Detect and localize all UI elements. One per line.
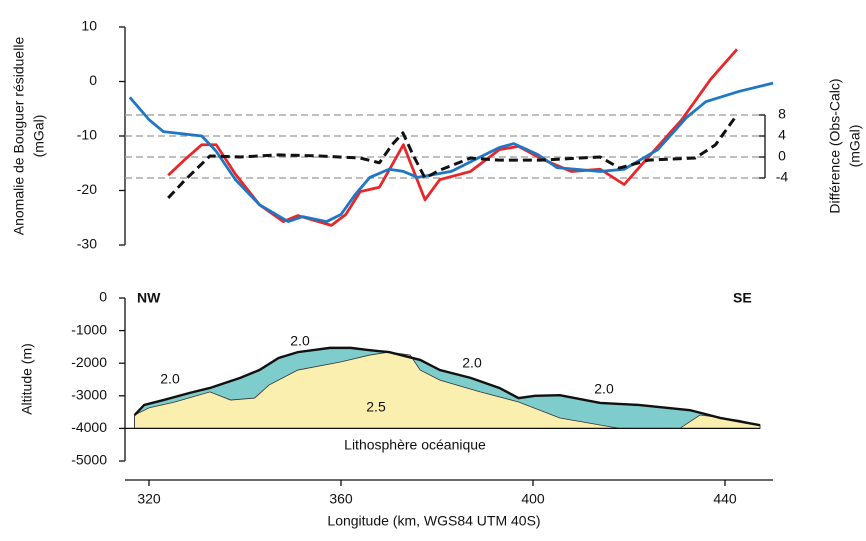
- x-tick-label: 320: [137, 491, 161, 507]
- y-tick-label: -4000: [71, 419, 107, 435]
- y2-axis-title: Différence (Obs-Calc): [827, 78, 843, 213]
- y-tick-label: 10: [81, 18, 97, 34]
- y-axis-title: Altitude (m): [19, 343, 35, 415]
- se-label: SE: [733, 290, 752, 306]
- y2-axis-title: (mGal): [847, 125, 863, 168]
- y-tick-label: -1000: [71, 321, 107, 337]
- x-tick-label: 440: [713, 491, 737, 507]
- y-axis-title: (mGal): [31, 115, 47, 158]
- x-tick-label: 360: [329, 491, 353, 507]
- y-tick-label: -2000: [71, 354, 107, 370]
- data-line: [167, 117, 736, 199]
- data-line: [128, 81, 774, 223]
- y2-tick-label: -4: [776, 169, 789, 185]
- layer-label: 2.5: [366, 399, 386, 415]
- y-tick-label: -20: [77, 181, 97, 197]
- y-tick-label: -3000: [71, 387, 107, 403]
- y2-tick-label: 4: [778, 127, 786, 143]
- y-tick-label: 0: [89, 72, 97, 88]
- layer-label: 2.0: [160, 371, 180, 387]
- layer-label: 2.0: [594, 381, 614, 397]
- x-axis-title: Longitude (km, WGS84 UTM 40S): [327, 513, 540, 529]
- lithosphere-label: Lithosphère océanique: [344, 437, 486, 453]
- y-tick-label: -10: [77, 127, 97, 143]
- nw-label: NW: [137, 290, 161, 306]
- y-axis-title: Anomalie de Bouguer résiduelle: [11, 37, 27, 236]
- y-tick-label: -30: [77, 236, 97, 252]
- layer-label: 2.0: [290, 333, 310, 349]
- data-line: [167, 48, 739, 227]
- y-tick-label: -5000: [71, 452, 107, 468]
- x-tick-label: 400: [521, 491, 545, 507]
- layer-label: 2.0: [462, 355, 482, 371]
- y-tick-label: 0: [99, 289, 107, 305]
- y2-tick-label: 0: [778, 148, 786, 164]
- bathymetry: [133, 346, 761, 427]
- y2-tick-label: 8: [778, 106, 786, 122]
